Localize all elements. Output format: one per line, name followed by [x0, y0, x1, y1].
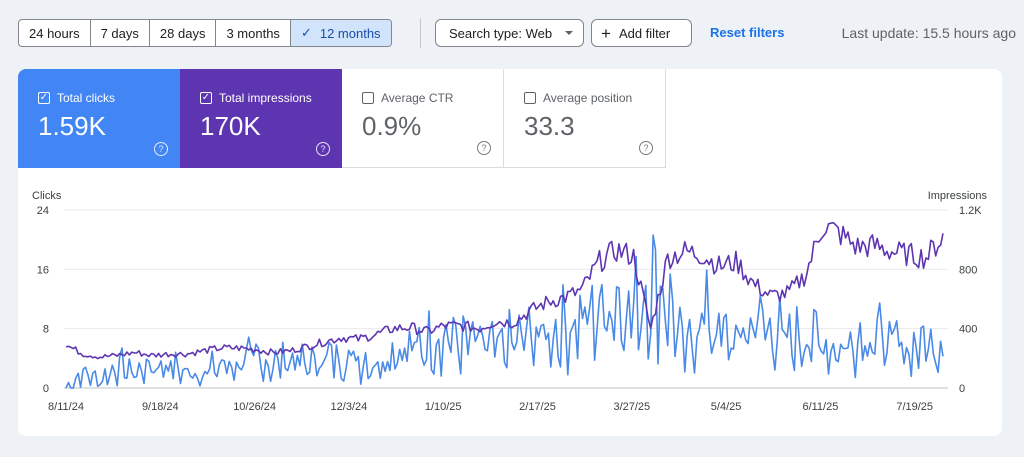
range-3-months[interactable]: 3 months	[216, 20, 291, 46]
metric-label: Total impressions	[219, 91, 312, 105]
x-tick-label: 10/26/24	[233, 401, 276, 413]
help-icon[interactable]: ?	[316, 142, 330, 156]
metric-value: 1.59K	[38, 111, 106, 141]
caret-down-icon	[565, 31, 573, 35]
checkbox-unchecked-icon[interactable]	[362, 92, 374, 104]
right-tick-label: 400	[959, 324, 977, 336]
x-tick-label: 8/11/24	[48, 401, 84, 413]
metric-label-row: Average position	[524, 91, 665, 105]
range-12-months-label: 12 months	[319, 25, 381, 41]
range-24-hours[interactable]: 24 hours	[19, 20, 91, 46]
metric-tile-total-clicks[interactable]: ✓ Total clicks 1.59K ?	[18, 69, 180, 168]
impressions-series-line	[65, 221, 944, 360]
metric-tile-total-impressions[interactable]: ✓ Total impressions 170K ?	[180, 69, 342, 168]
right-tick-label: 0	[959, 383, 965, 395]
chart-series	[65, 221, 944, 389]
search-type-label: Search type: Web	[449, 25, 553, 41]
help-icon[interactable]: ?	[154, 142, 168, 156]
right-tick-label: 800	[959, 264, 977, 276]
x-tick-label: 2/17/25	[519, 401, 556, 413]
toolbar-divider	[420, 18, 421, 48]
chart-gridlines	[64, 209, 948, 389]
metric-value: 0.9%	[362, 111, 422, 141]
performance-card: ✓ Total clicks 1.59K ? ✓ Total impressio…	[18, 69, 1002, 436]
help-icon[interactable]: ?	[477, 141, 491, 155]
date-range-selector: 24 hours 7 days 28 days 3 months ✓ 12 mo…	[18, 19, 392, 47]
x-tick-label: 6/11/25	[802, 401, 838, 413]
checkbox-unchecked-icon[interactable]	[524, 92, 536, 104]
x-tick-label: 3/27/25	[613, 401, 650, 413]
checkbox-checked-icon[interactable]: ✓	[38, 92, 50, 104]
left-tick-label: 8	[43, 324, 49, 336]
add-filter-button[interactable]: + Add filter	[591, 19, 692, 47]
checkbox-checked-icon[interactable]: ✓	[200, 92, 212, 104]
metric-label: Average position	[543, 91, 633, 105]
clicks-series-line	[65, 234, 944, 389]
x-tick-label: 12/3/24	[331, 401, 368, 413]
right-axis-title: Impressions	[928, 190, 988, 202]
metric-label-row: ✓ Total clicks	[38, 91, 180, 105]
search-type-dropdown[interactable]: Search type: Web	[435, 19, 584, 47]
check-icon: ✓	[300, 25, 312, 40]
metric-label-row: ✓ Total impressions	[200, 91, 342, 105]
metric-value: 170K	[200, 111, 261, 141]
left-tick-label: 16	[37, 264, 49, 276]
metric-label: Total clicks	[57, 91, 116, 105]
x-axis-ticks: 8/11/24 9/18/24 10/26/24 12/3/24 1/10/25 2/17…	[48, 401, 933, 413]
reset-filters-link[interactable]: Reset filters	[710, 25, 785, 40]
metric-tile-average-ctr[interactable]: Average CTR 0.9% ?	[342, 69, 504, 168]
x-tick-label: 7/19/25	[896, 401, 933, 413]
plus-icon: +	[601, 23, 611, 43]
left-tick-label: 24	[37, 205, 49, 217]
range-12-months[interactable]: ✓ 12 months	[290, 20, 391, 46]
left-axis-title: Clicks	[32, 190, 62, 202]
x-tick-label: 5/4/25	[711, 401, 742, 413]
x-tick-label: 1/10/25	[425, 401, 462, 413]
performance-chart: Clicks Impressions 0 0 8 400 16 800 24 1.2K 8/1…	[32, 190, 988, 413]
metric-label-row: Average CTR	[362, 91, 503, 105]
metric-tile-average-position[interactable]: Average position 33.3 ?	[504, 69, 666, 168]
left-tick-label: 0	[43, 383, 49, 395]
metric-label: Average CTR	[381, 91, 454, 105]
toolbar: 24 hours 7 days 28 days 3 months ✓ 12 mo…	[18, 18, 1024, 48]
help-icon[interactable]: ?	[639, 141, 653, 155]
last-update-text: Last update: 15.5 hours ago	[841, 25, 1016, 41]
metric-value: 33.3	[524, 111, 575, 141]
y-axis-ticks: 0 0 8 400 16 800 24 1.2K	[37, 205, 983, 395]
add-filter-label: Add filter	[618, 25, 671, 41]
right-tick-label: 1.2K	[959, 205, 982, 217]
range-28-days[interactable]: 28 days	[150, 20, 217, 46]
x-tick-label: 9/18/24	[142, 401, 179, 413]
range-7-days[interactable]: 7 days	[91, 20, 150, 46]
